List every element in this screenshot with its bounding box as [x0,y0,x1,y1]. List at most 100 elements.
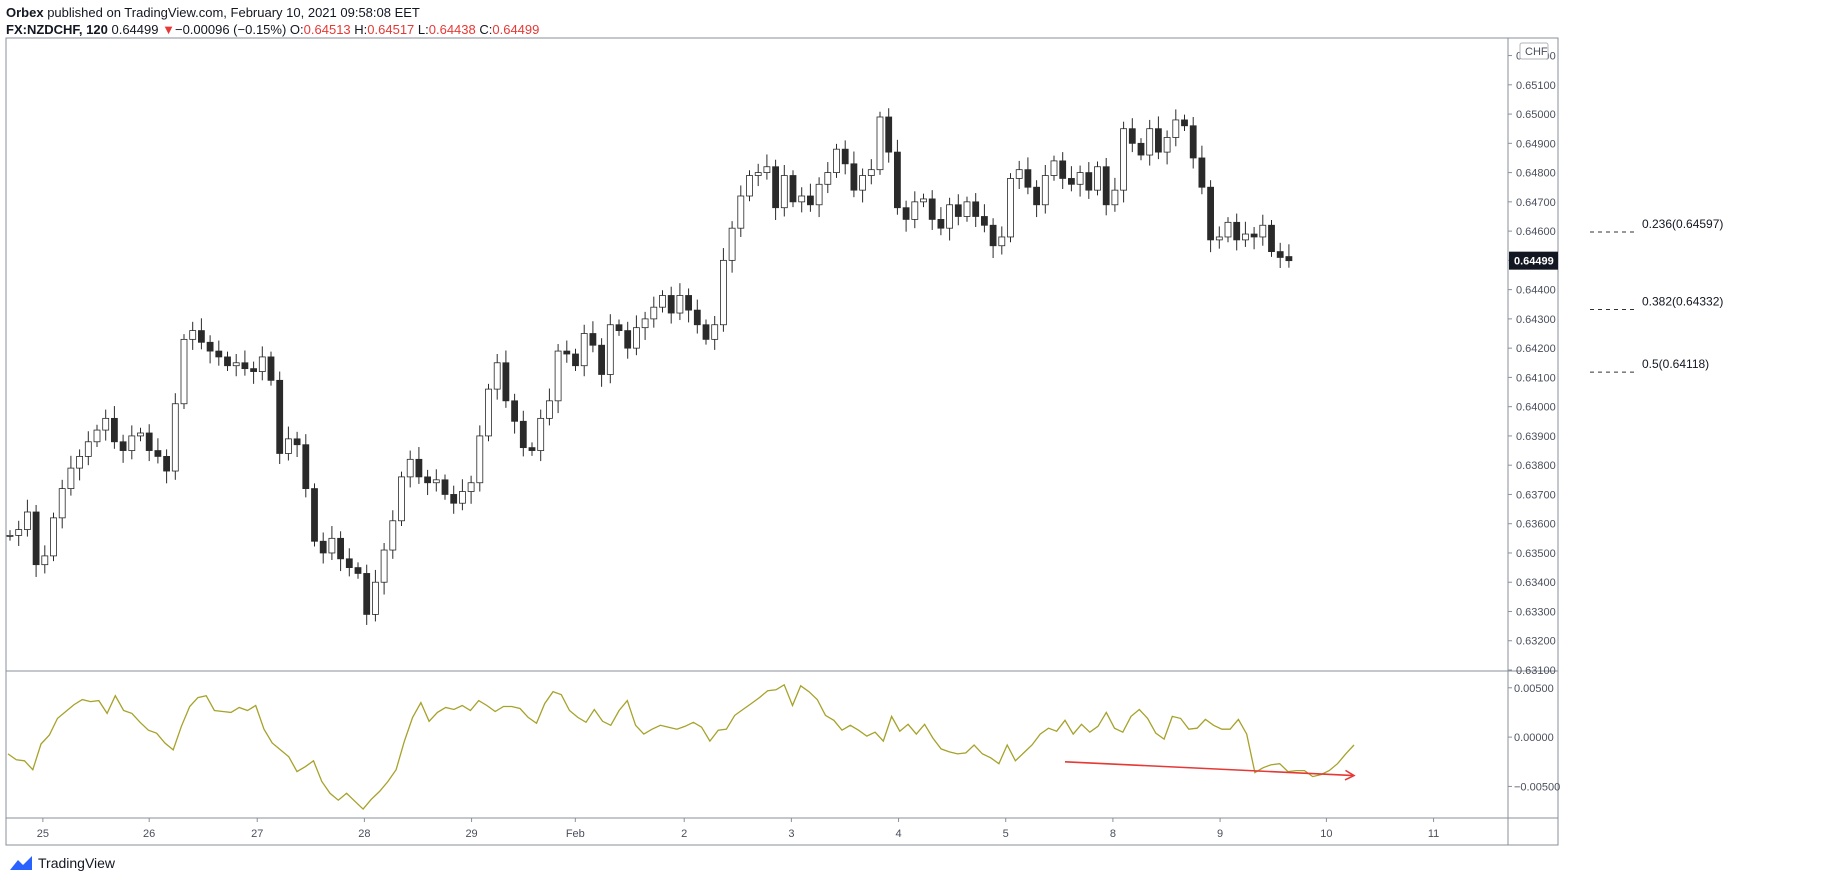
candle [920,193,927,208]
candle-body [241,362,249,370]
candle-body [519,420,527,449]
candle-body [197,330,205,343]
candle-body [6,535,14,537]
candle-body [363,573,371,615]
candle-body [554,350,562,402]
price-tick-label: 0.64700 [1516,197,1556,209]
candle [650,296,658,328]
candle-body [380,549,388,583]
candle-body [163,456,171,472]
high-value: 0.64517 [367,22,415,37]
price-tick-label: 0.64900 [1516,138,1556,150]
candle [911,191,919,229]
tradingview-logo[interactable]: TradingView [8,855,115,871]
candle-body [1007,178,1014,238]
currency-badge [1519,42,1549,60]
candle [111,406,118,449]
candle-body [1268,224,1275,252]
candle-body [1224,221,1232,238]
candle [102,409,110,441]
candle-body [1059,160,1067,179]
candle-body [754,172,762,176]
candle [624,321,632,359]
candle-body [1050,160,1058,176]
candle-body [685,295,692,311]
candle-body [258,356,266,372]
candle-body [441,479,449,495]
candle [876,111,884,175]
candle-body [328,537,336,554]
candle [476,425,484,492]
candle [415,447,423,484]
candle-body [928,198,936,220]
candle-body [1233,221,1241,241]
candle-body [1120,128,1127,191]
candle-body [737,195,745,229]
fibonacci-levels: 0.236(0.64597) 0.382(0.64332) 0.5(0.64118) [1590,217,1723,373]
candle-body [1285,256,1293,262]
price-tick-label: 0.65000 [1516,109,1556,121]
candle [50,512,57,562]
candle-body [345,558,353,568]
candle [989,218,997,259]
candle [1076,165,1084,197]
open-value: 0.64513 [303,22,351,37]
oscillator-axis[interactable]: 0.00500 0.00000 −0.00500 [1508,683,1560,794]
time-axis[interactable]: 25 26 27 28 29 Feb 2 3 4 5 8 9 10 11 [37,818,1440,840]
candle [441,474,449,500]
candle-body [189,330,197,340]
candle [137,427,144,442]
candle-body [371,581,379,615]
candle [928,190,936,230]
candle [572,348,579,371]
candle [859,168,866,203]
time-tick-label: 10 [1320,828,1332,840]
price-axis[interactable]: 0.652000.651000.650000.649000.648000.647… [1508,42,1558,677]
candle-body [23,511,31,530]
candle-body [232,362,240,367]
oscillator-line [7,683,1355,811]
candle-body [920,198,927,203]
candle-body [589,333,597,346]
candle-body [337,537,345,560]
candle [293,431,301,457]
candle-body [885,116,893,153]
candle-body [807,195,814,206]
candle-body [93,429,101,443]
candle-body [1024,169,1032,188]
candle-body [563,350,571,355]
last-price-label: 0.64499 [1514,256,1554,268]
candle-body [606,324,614,375]
candle-body [598,344,605,375]
candle-body [798,195,806,203]
candle [319,532,327,564]
candle [345,548,353,577]
candle-body [746,175,753,197]
candle-body [406,458,414,478]
candle [250,361,258,384]
candle [954,194,962,226]
candle [667,286,675,324]
candle [1059,152,1067,189]
candle-body [833,148,840,173]
price-tick-label: 0.65100 [1516,80,1556,92]
candle [485,383,492,442]
fib-label: 0.5(0.64118) [1642,357,1709,371]
candle [371,569,379,622]
candle [780,164,788,217]
candle [1024,157,1032,195]
close-label: C: [479,22,493,37]
candle-body [954,204,962,217]
price-tick-label: 0.63800 [1516,460,1556,472]
candle [1163,130,1171,165]
candle-body [50,517,57,557]
candle [258,346,266,381]
candle [284,426,292,461]
candle-body [398,476,405,522]
currency-label: CHF [1525,46,1548,58]
candle [171,393,179,480]
candle [32,504,40,577]
candle-body [476,435,484,484]
time-tick-label: 27 [251,828,263,840]
